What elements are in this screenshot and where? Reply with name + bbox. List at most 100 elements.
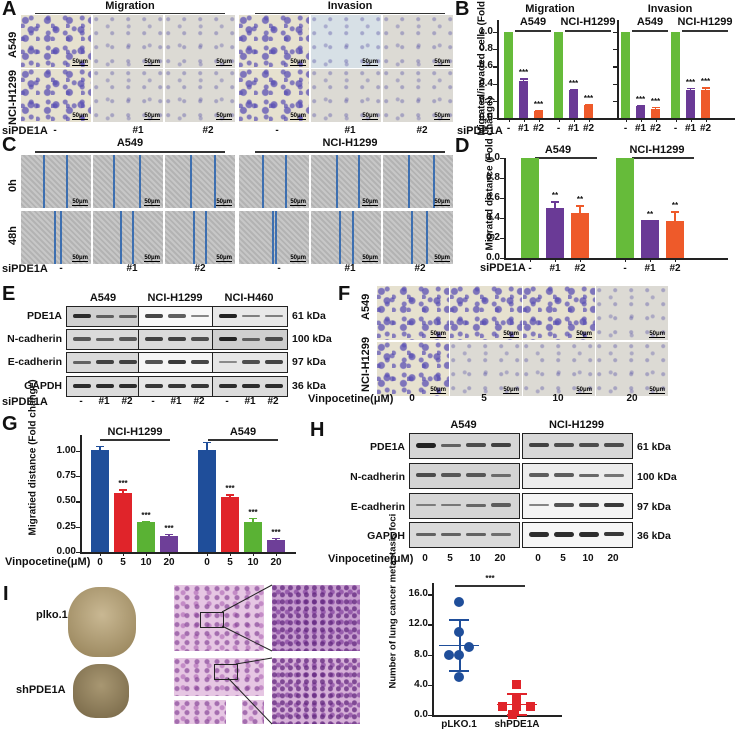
x-tick-label: #1	[634, 123, 647, 134]
micrograph: 50μm	[238, 14, 310, 69]
error-cap	[203, 441, 211, 444]
y-tick-label: 0.4	[479, 77, 493, 89]
x-tick-mark	[675, 118, 677, 122]
band	[73, 360, 91, 364]
band	[265, 360, 283, 364]
x-axis	[497, 118, 617, 120]
significance-marker: **	[646, 209, 654, 219]
y-tick-label: 4.0	[414, 678, 428, 690]
molecular-weight-label: 97 kDa	[292, 356, 326, 368]
group-line	[535, 157, 597, 159]
y-tick-mark	[493, 66, 497, 68]
band	[191, 384, 209, 388]
error-cap	[165, 533, 173, 536]
x-tick-label: #1	[567, 123, 580, 134]
scale-bar: 50μm	[216, 198, 232, 206]
error-bar	[579, 205, 581, 213]
x-tick-label: #2	[699, 123, 712, 134]
band	[554, 503, 574, 508]
scale-bar-line	[290, 260, 306, 262]
micrograph: 50μm	[376, 341, 450, 397]
band	[579, 443, 599, 448]
y-tick-mark	[76, 552, 80, 554]
group-line	[632, 30, 668, 32]
group-line	[515, 30, 551, 32]
band	[96, 337, 114, 341]
scratch-image: 50μm	[382, 210, 454, 265]
scale-bar-line	[503, 392, 519, 394]
lane-label: #2	[121, 396, 133, 407]
x-tick-label: 5	[227, 557, 233, 568]
significance-marker: ***	[568, 78, 579, 88]
wound-edge-line	[336, 155, 338, 208]
data-point-square	[526, 702, 535, 712]
band	[168, 384, 186, 388]
col-label: #2	[416, 125, 428, 136]
y-tick-mark	[493, 100, 497, 102]
molecular-weight-label: 100 kDa	[637, 471, 677, 483]
scratch-image: 50μm	[20, 210, 92, 265]
y-tick-label: 0.0	[414, 709, 428, 720]
chart-title-migration: Migration	[525, 3, 575, 15]
wound-edge-line	[60, 211, 62, 264]
micrograph: 50μm	[382, 68, 454, 123]
y-tick-mark	[500, 218, 504, 220]
group-label-plko: plko.1	[36, 609, 68, 621]
significance-marker: ***	[700, 77, 711, 87]
y-tick-label: 0.2	[479, 94, 493, 106]
band	[96, 360, 114, 364]
data-point-square	[508, 710, 517, 719]
micrograph: 50μm	[92, 14, 164, 69]
he-image-shpde1a-b	[174, 700, 226, 724]
y-tick-label: 1.00	[56, 444, 76, 456]
scale-bar-line	[290, 118, 306, 120]
x-tick-mark	[169, 552, 171, 556]
scale-bar: 50μm	[434, 254, 450, 262]
he-zoom-plko	[272, 585, 360, 651]
micrograph: 50μm	[382, 14, 454, 69]
x-tick-label: #1	[549, 263, 561, 274]
y-tick-mark	[428, 715, 432, 717]
lane-label: 0	[422, 553, 428, 564]
lane-label: 10	[469, 553, 481, 564]
scale-bar-line	[434, 64, 450, 66]
scratch-image: 50μm	[310, 154, 382, 209]
band	[219, 384, 237, 388]
scale-bar: 50μm	[144, 254, 160, 262]
scale-bar-line	[144, 118, 160, 120]
x-tick-mark	[530, 258, 532, 262]
band	[441, 532, 461, 536]
scale-bar: 50μm	[503, 386, 519, 394]
scale-bar: 50μm	[290, 254, 306, 262]
band	[191, 314, 209, 318]
error-cap	[569, 88, 578, 91]
band	[145, 360, 163, 364]
x-tick-label: 5	[120, 557, 126, 568]
cell-line-label: NCI-H1299	[560, 16, 616, 28]
y-tick-label: 0.75	[56, 470, 76, 482]
y-tick-mark	[493, 83, 497, 85]
header-migration: Migration	[105, 0, 155, 12]
significance-marker: ***	[164, 523, 174, 533]
y-tick-mark	[613, 100, 617, 102]
error-bar	[122, 489, 124, 494]
wound-edge-line	[411, 211, 413, 264]
significance-marker: **	[551, 191, 559, 200]
y-tick-mark	[76, 476, 80, 478]
data-point-circle	[454, 596, 464, 607]
band	[145, 337, 163, 341]
treatment-label: siPDE1A	[2, 125, 48, 137]
bar	[584, 105, 593, 118]
bar	[701, 90, 710, 118]
y-tick-label: 0.25	[56, 520, 76, 532]
x-tick-label: #2	[649, 123, 662, 134]
scratch-image: 50μm	[382, 154, 454, 209]
bar	[641, 220, 659, 258]
cell-line-label: A549	[544, 144, 572, 156]
scale-bar: 50μm	[144, 112, 160, 120]
group-line	[565, 30, 611, 32]
significance-marker: ***	[518, 68, 529, 78]
blot-band-strip	[212, 329, 288, 350]
scale-bar: 50μm	[216, 58, 232, 66]
blot-band-strip	[409, 463, 520, 489]
